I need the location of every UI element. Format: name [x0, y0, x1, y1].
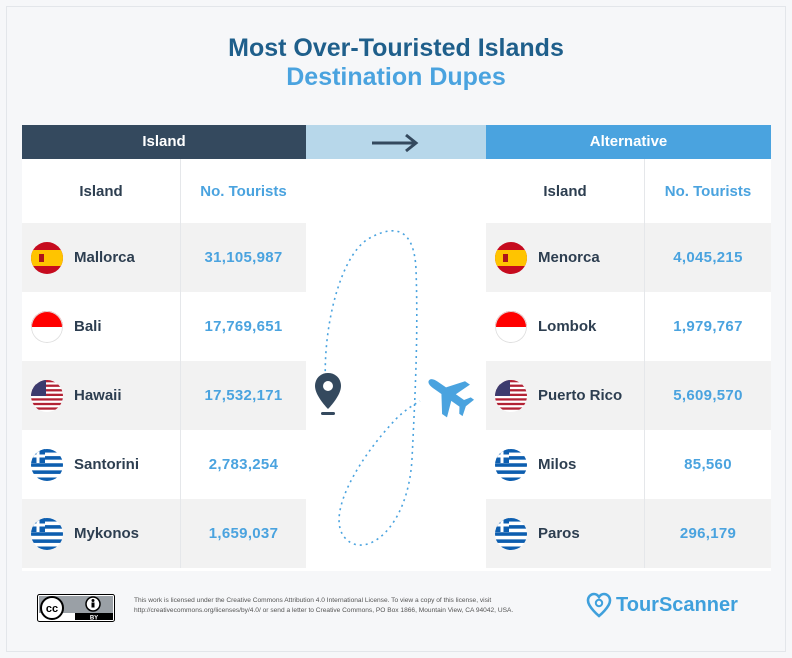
greece-flag-icon	[495, 448, 527, 481]
transition-header	[306, 125, 486, 159]
right-table-row: Milos 85,560	[486, 430, 771, 499]
transition-column	[306, 125, 486, 571]
indonesia-flag-icon	[31, 310, 63, 343]
right-table-header: Alternative	[486, 125, 771, 159]
license-text: This work is licensed under the Creative…	[134, 597, 514, 614]
indonesia-flag-icon	[495, 310, 527, 343]
map-pin-icon	[315, 373, 341, 415]
right-table-row: Paros 296,179	[486, 499, 771, 568]
right-table-row: Lombok 1,979,767	[486, 292, 771, 361]
left-tourist-count: 17,532,171	[204, 387, 283, 404]
arrow-right-icon	[372, 133, 419, 153]
left-column-headers: Island No. Tourists	[22, 159, 306, 223]
usa-flag-icon	[495, 379, 527, 412]
left-island-name: Bali	[74, 318, 102, 335]
left-island-name: Mykonos	[74, 525, 140, 542]
left-table-row: Hawaii 17,532,171	[22, 361, 306, 430]
left-tourist-count: 1,659,037	[208, 525, 279, 542]
left-tourist-count: 31,105,987	[204, 249, 283, 266]
right-island-name: Milos	[538, 456, 577, 473]
airplane-icon	[428, 379, 475, 418]
left-island-name: Hawaii	[74, 387, 122, 404]
brand-logo: TourScanner	[586, 592, 738, 618]
right-tourist-count: 1,979,767	[673, 318, 743, 335]
left-tourist-count: 2,783,254	[208, 456, 279, 473]
over-touristed-table: Island Island No. Tourists Mallorca 31,10…	[22, 125, 306, 571]
tourscanner-logo-icon	[586, 592, 612, 618]
right-island-name: Paros	[538, 525, 580, 542]
right-column-headers: Island No. Tourists	[486, 159, 771, 223]
greece-flag-icon	[31, 517, 63, 550]
left-table-row: Bali 17,769,651	[22, 292, 306, 361]
right-col-island-header: Island	[543, 182, 587, 200]
right-tourist-count: 5,609,570	[673, 387, 743, 404]
left-table-row: Mykonos 1,659,037	[22, 499, 306, 568]
right-table-row: Puerto Rico 5,609,570	[486, 361, 771, 430]
right-island-name: Menorca	[538, 249, 600, 266]
spain-flag-icon	[495, 241, 527, 274]
right-tourist-count: 85,560	[684, 456, 732, 473]
usa-flag-icon	[31, 379, 63, 412]
page-subtitle: Destination Dupes	[286, 63, 506, 91]
greece-flag-icon	[31, 448, 63, 481]
left-col-tourists-header: No. Tourists	[180, 159, 306, 223]
right-table-row: Menorca 4,045,215	[486, 223, 771, 292]
left-island-name: Santorini	[74, 456, 140, 473]
brand-name: TourScanner	[616, 593, 738, 616]
flight-path-illustration	[315, 230, 475, 546]
left-tourist-count: 17,769,651	[204, 318, 283, 335]
greece-flag-icon	[495, 517, 527, 550]
right-island-name: Lombok	[538, 318, 597, 335]
left-col-island-header: Island	[79, 182, 123, 200]
left-table-header: Island	[22, 125, 306, 159]
left-table-row: Mallorca 31,105,987	[22, 223, 306, 292]
creative-commons-icon: cc BY	[37, 594, 115, 622]
left-table-row: Santorini 2,783,254	[22, 430, 306, 499]
right-tourist-count: 4,045,215	[673, 249, 743, 266]
right-tourist-count: 296,179	[679, 525, 737, 542]
cc-badge-label: BY	[90, 616, 98, 622]
page-title: Most Over-Touristed Islands	[228, 34, 564, 62]
left-island-name: Mallorca	[74, 249, 135, 266]
right-island-name: Puerto Rico	[538, 387, 623, 404]
right-col-tourists-header: No. Tourists	[644, 159, 771, 223]
alternatives-table: Alternative Island No. Tourists Menorca 4…	[486, 125, 771, 571]
svg-text:cc: cc	[46, 603, 58, 615]
spain-flag-icon	[31, 241, 63, 274]
